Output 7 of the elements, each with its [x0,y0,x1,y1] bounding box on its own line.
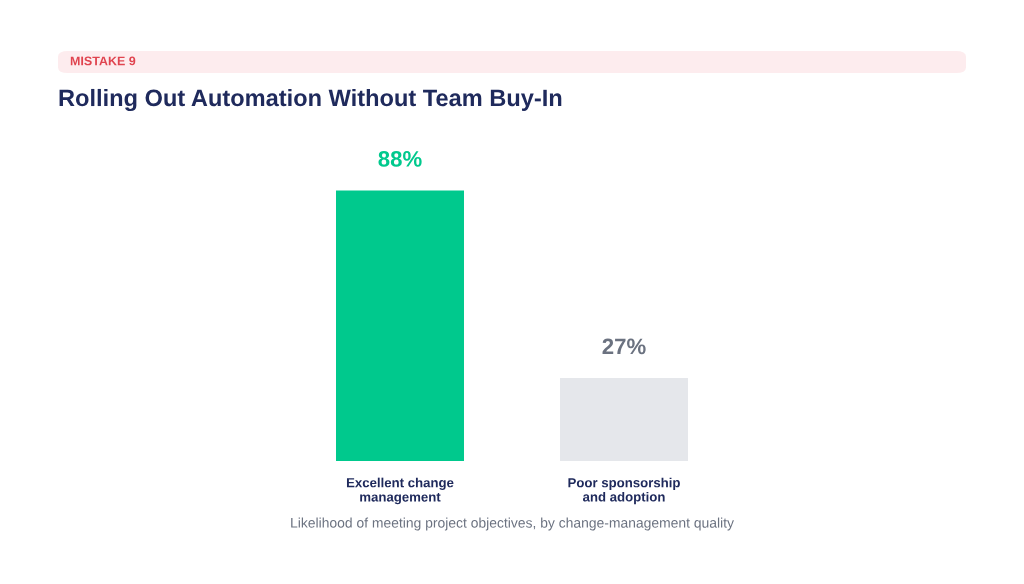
text: MISTAKE 9 [70,56,136,66]
data-label: 27% [602,338,646,355]
text: Likelihood of meeting project objectives, by change-management quality [291,517,734,531]
x-tick-label: Poor sponsorship and adoption [568,477,680,505]
chart-title: Rolling Out Automation Without Team Buy-In [59,88,562,112]
data-label: 88% [378,150,422,167]
x-tick-label: Excellent change management [346,477,454,505]
